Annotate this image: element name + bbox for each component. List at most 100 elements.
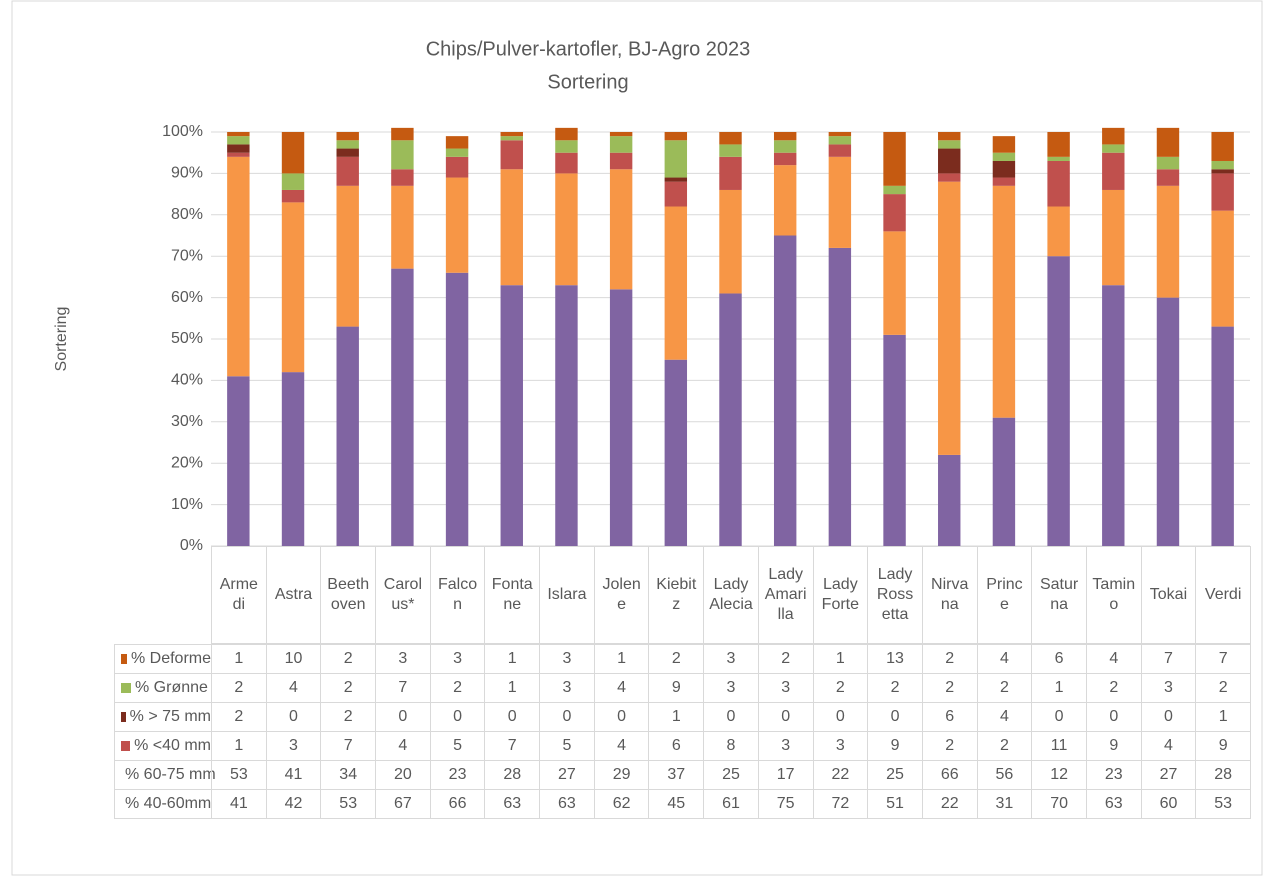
y-tick-label: 50% (171, 330, 203, 347)
bar-segment (281, 189, 305, 203)
bar-segment (773, 140, 797, 153)
table-value: 25 (867, 760, 923, 790)
legend-key (121, 683, 131, 693)
y-tick-label: 30% (171, 413, 203, 430)
category-label: Tokai (1140, 546, 1197, 644)
bar-segment (609, 132, 633, 137)
table-value: 6 (921, 702, 978, 732)
bar-segment (992, 417, 1016, 546)
bar-segment (445, 177, 469, 273)
table-value: 2 (921, 731, 978, 761)
table-value: 61 (703, 789, 759, 819)
y-tick-label: 40% (171, 372, 203, 389)
bar-segment (1211, 132, 1234, 161)
table-value: 5 (429, 731, 486, 761)
table-value: 0 (539, 702, 595, 732)
table-value: 0 (757, 702, 814, 732)
table-value: 1 (484, 673, 541, 703)
bar-segment (1156, 127, 1180, 157)
bar-segment (500, 136, 523, 141)
legend-label: % 60-75 mm (125, 766, 216, 783)
table-value: 22 (921, 789, 978, 819)
legend-entry: % 40-60mm (114, 789, 212, 819)
bar-segment (938, 181, 961, 455)
bar-segment (1211, 326, 1234, 546)
bar-segment (1102, 152, 1125, 190)
table-value: 17 (757, 760, 814, 790)
table-value: 22 (812, 760, 869, 790)
table-value: 1 (211, 731, 267, 761)
bar-segment (1211, 173, 1234, 211)
bar-segment (609, 169, 633, 290)
table-value: 31 (976, 789, 1033, 819)
table-value: 10 (265, 644, 322, 674)
table-value: 63 (539, 789, 595, 819)
category-label: Islara (539, 546, 595, 644)
table-value: 29 (593, 760, 650, 790)
table-value: 20 (375, 760, 431, 790)
bar-segment (391, 185, 414, 269)
y-tick-label: 90% (171, 165, 203, 182)
bar-segment (664, 177, 688, 182)
bar-segment (1156, 156, 1180, 170)
bar-segment (1102, 189, 1125, 286)
y-tick-label: 10% (171, 496, 203, 513)
table-value: 9 (1085, 731, 1142, 761)
table-value: 2 (867, 673, 923, 703)
bar-segment (828, 247, 852, 547)
bar-segment (391, 127, 414, 141)
bar-segment (391, 140, 414, 170)
bar-segment (609, 152, 633, 170)
bar-segment (1047, 156, 1070, 161)
table-value: 34 (320, 760, 377, 790)
bar-segment (883, 194, 906, 232)
category-label: Kiebitz (648, 546, 705, 644)
table-value: 23 (1085, 760, 1142, 790)
table-value: 7 (375, 673, 431, 703)
table-value: 9 (867, 731, 923, 761)
bar-segment (828, 132, 852, 137)
bar-segment (1047, 256, 1070, 546)
legend-key (121, 712, 126, 722)
bar-segment (664, 140, 688, 178)
bar-segment (391, 268, 414, 546)
category-label: Verdi (1195, 546, 1251, 644)
category-label: Lady Alecia (703, 546, 759, 644)
table-value: 0 (375, 702, 431, 732)
y-tick-label: 100% (162, 123, 203, 140)
table-value: 3 (703, 673, 759, 703)
legend-entry: % Grønne (114, 673, 212, 703)
table-value: 66 (429, 789, 486, 819)
chart-border (11, 0, 1263, 876)
bar-segment (555, 127, 578, 141)
legend-key (121, 741, 131, 751)
bar-segment (719, 144, 742, 157)
bar-segment (227, 376, 250, 546)
bar-segment (773, 132, 797, 141)
table-value: 2 (320, 673, 377, 703)
legend-label: % Grønne (135, 679, 208, 696)
legend-label: % 40-60mm (125, 795, 212, 812)
bar-segment (664, 132, 688, 141)
chart-title: Chips/Pulver-kartofler, BJ-Agro 2023 (426, 38, 751, 60)
table-value: 2 (976, 731, 1033, 761)
category-label: Falcon (429, 546, 486, 644)
table-value: 2 (757, 644, 814, 674)
bar-segment (773, 165, 797, 236)
table-value: 56 (976, 760, 1033, 790)
category-label: Lady Rossetta (867, 546, 923, 644)
category-label: Astra (265, 546, 322, 644)
table-value: 4 (1085, 644, 1142, 674)
bar-segment (1102, 127, 1125, 145)
table-value: 1 (484, 644, 541, 674)
table-value: 2 (812, 673, 869, 703)
table-value: 4 (976, 644, 1033, 674)
bar-segment (992, 152, 1016, 161)
bar-segment (336, 148, 359, 157)
table-value: 63 (484, 789, 541, 819)
legend-key (121, 654, 127, 664)
bar-segment (1102, 144, 1125, 153)
bar-segment (1211, 160, 1234, 170)
